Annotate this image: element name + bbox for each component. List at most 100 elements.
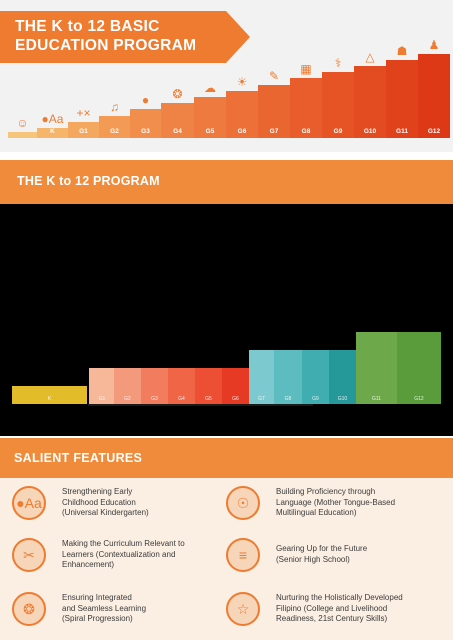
feature-text-line: (Senior High School) xyxy=(276,554,350,564)
feature-item: ☆ Nurturing the Holistically Developed Fil… xyxy=(226,590,441,636)
chart-category-label: G1 xyxy=(98,396,106,402)
salient-features-banner: SALIENT FEATURES xyxy=(0,438,453,478)
chart-category-label: G11 xyxy=(371,396,382,402)
feature-text-line: Language (Mother Tongue-Based xyxy=(276,497,396,507)
speech-bubble-icon: ☁ xyxy=(204,81,216,95)
chart-bar: G12 xyxy=(397,332,441,404)
feature-text-line: Ensuring Integrated xyxy=(62,593,132,602)
stair-step: G2 ♫ xyxy=(99,100,130,138)
chart-category-label: K xyxy=(47,396,52,402)
stair-label: K xyxy=(50,128,55,135)
stair-label: G4 xyxy=(173,128,182,135)
feature-text: Strengthening Early Childhood Education (U… xyxy=(62,487,149,519)
feature-item: ❂ Ensuring Integrated and Seamless Learnin… xyxy=(12,590,227,636)
feature-text: Building Proficiency through Language (Mo… xyxy=(276,487,395,519)
stair-step: G6 ☀ xyxy=(226,75,258,138)
stair-step: K ●Aa xyxy=(37,112,68,138)
stair-label: G7 xyxy=(269,128,279,135)
feature-text-line: Filipino (College and Livelihood xyxy=(276,603,388,613)
music-note-icon: ♫ xyxy=(110,99,119,114)
page-title-line1: THE K to 12 BASIC xyxy=(15,18,160,35)
program-heading: THE K to 12 PROGRAM xyxy=(17,174,160,188)
chart-bar: G9 xyxy=(302,350,329,404)
feature-item: ≡ Gearing Up for the Future (Senior High S… xyxy=(226,536,441,582)
stair-step: G12 ♟ xyxy=(418,38,450,138)
stair-step: G3 ● xyxy=(130,93,161,138)
stair-step: G4 ❂ xyxy=(161,87,194,138)
chart-category-label: G8 xyxy=(284,396,292,402)
salient-heading: SALIENT FEATURES xyxy=(14,451,143,465)
person-icon: ☺ xyxy=(16,116,29,130)
chart-category-label: G3 xyxy=(151,396,158,402)
chart-bar: G7 xyxy=(249,350,274,404)
spiral-icon: ❂ xyxy=(12,592,46,626)
books-icon: ≡ xyxy=(226,538,260,572)
feature-text-line: Strengthening Early xyxy=(62,487,133,496)
feature-text-line: Childhood Education xyxy=(62,497,136,507)
alphabet-icon: ●Aa xyxy=(41,112,64,126)
stair-label: G1 xyxy=(79,128,88,135)
stair-label: G9 xyxy=(333,128,343,135)
salient-features-list: ●Aa Strengthening Early Childhood Educatio… xyxy=(0,478,453,640)
feature-text-line: Readiness, 21st Century Skills) xyxy=(276,614,388,623)
chart-bar: G5 xyxy=(195,368,222,404)
alphabet-icon: ●Aa xyxy=(12,486,46,520)
chart-category-label: G7 xyxy=(258,396,265,402)
language-bubbles-icon: ☉ xyxy=(226,486,260,520)
stair-label: G2 xyxy=(110,128,119,135)
chart-bar: G2 xyxy=(114,368,141,404)
feature-text-line: (Spiral Progression) xyxy=(62,614,133,623)
feature-text-line: Making the Curriculum Relevant to xyxy=(62,539,185,548)
title-ribbon xyxy=(0,11,250,63)
stair-step: G8 ▦ xyxy=(290,62,322,138)
scissors-icon: ✂ xyxy=(12,538,46,572)
chart-category-label: G4 xyxy=(178,396,185,402)
calculator-icon: ▦ xyxy=(300,62,312,77)
program-banner: THE K to 12 PROGRAM xyxy=(0,160,453,204)
grade-levels-chart: K G1 G2 G3 G4 G5 G6 G7 G8 G9 G10 G11 G12 xyxy=(0,296,453,426)
feature-text-line: Multilingual Education) xyxy=(276,508,357,517)
math-symbols-icon: +× xyxy=(76,105,91,120)
stair-step: G9 ⚕ xyxy=(322,56,354,138)
feature-item: ✂ Making the Curriculum Relevant to Learne… xyxy=(12,536,227,582)
chart-bar: G6 xyxy=(222,368,249,404)
stair-step: ☺ xyxy=(8,116,37,138)
chart-category-label: G6 xyxy=(232,396,239,402)
stair-label: G3 xyxy=(141,128,150,135)
feature-text-line: and Seamless Learning xyxy=(62,603,147,613)
feature-text: Making the Curriculum Relevant to Learner… xyxy=(62,539,185,571)
feature-item: ☉ Building Proficiency through Language (M… xyxy=(226,484,441,530)
chart-axis xyxy=(88,404,313,406)
chart-bar: G3 xyxy=(141,368,168,404)
chart-bar: G8 xyxy=(274,350,302,404)
chart-category-label: G2 xyxy=(124,396,131,402)
microscope-icon: ⚕ xyxy=(334,56,342,71)
chart-bar: G11 xyxy=(356,332,397,404)
compass-icon: △ xyxy=(365,50,375,64)
diploma-icon: ☗ xyxy=(396,43,408,58)
chart-bar: G4 xyxy=(168,368,195,404)
chart-bar: G10 xyxy=(329,350,356,404)
stair-label: G5 xyxy=(205,128,215,135)
chart-category-label: G12 xyxy=(414,396,424,402)
stair-step: G7 ✎ xyxy=(258,69,290,138)
feature-text: Nurturing the Holistically Developed Fili… xyxy=(276,593,403,625)
feature-text-line: Nurturing the Holistically Developed xyxy=(276,593,403,602)
sun-icon: ☀ xyxy=(236,74,248,89)
person-icon: ☆ xyxy=(226,592,260,626)
feature-text: Ensuring Integrated and Seamless Learning… xyxy=(62,593,146,625)
feature-text-line: Gearing Up for the Future xyxy=(276,544,368,553)
page-title-line2: EDUCATION PROGRAM xyxy=(15,37,197,54)
ball-icon: ● xyxy=(141,93,150,108)
feature-text-line: Enhancement) xyxy=(62,560,115,569)
stair-label: G8 xyxy=(301,128,311,135)
pencil-icon: ✎ xyxy=(268,68,280,83)
feature-text-line: (Universal Kindergarten) xyxy=(62,508,149,517)
feature-text-line: Building Proficiency through xyxy=(276,487,376,496)
chart-bar: K xyxy=(12,386,87,404)
feature-item: ●Aa Strengthening Early Childhood Educatio… xyxy=(12,484,227,530)
chart-category-label: G9 xyxy=(312,396,319,402)
chart-category-label: G10 xyxy=(337,396,348,402)
stair-step: G1 +× xyxy=(68,106,99,138)
chart-bar: G1 xyxy=(89,368,115,404)
